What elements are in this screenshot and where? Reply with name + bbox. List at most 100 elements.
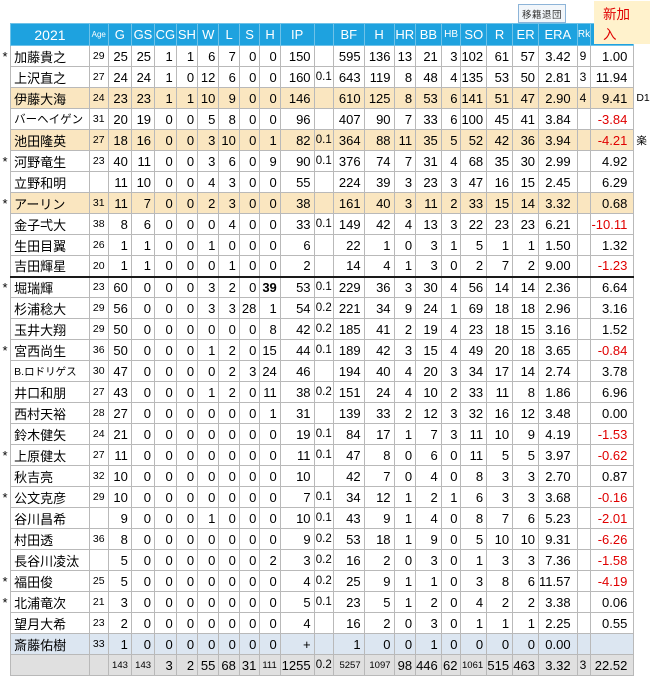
cell-hr[interactable]: 0: [393, 549, 417, 571]
cell-r[interactable]: 10: [486, 528, 514, 550]
cell-gs[interactable]: 0: [130, 528, 156, 550]
cell-pr[interactable]: 1.32: [590, 234, 635, 256]
cell-so[interactable]: 5: [460, 234, 488, 256]
cell-l[interactable]: 0: [218, 486, 240, 508]
cell-l[interactable]: 10: [218, 129, 240, 151]
cell-ip[interactable]: 146: [279, 87, 315, 109]
cell-sh[interactable]: 0: [175, 192, 199, 214]
cell-bb[interactable]: 13: [415, 213, 442, 235]
cell-l[interactable]: 3: [218, 297, 240, 319]
cell-name[interactable]: 上沢直之: [10, 66, 90, 88]
cell-name[interactable]: 望月大希: [10, 612, 90, 634]
cell-bb[interactable]: 7: [415, 423, 442, 445]
cell-pr[interactable]: -4.19: [590, 570, 635, 592]
cell-so[interactable]: 6: [460, 486, 488, 508]
cell-cg[interactable]: 0: [154, 234, 177, 256]
cell-g[interactable]: 56: [107, 297, 132, 319]
cell-hbp[interactable]: 4: [440, 339, 462, 361]
cell-r[interactable]: 515: [486, 654, 514, 676]
cell-ha[interactable]: 12: [363, 486, 395, 508]
cell-bf[interactable]: 151: [332, 381, 365, 403]
cell-er[interactable]: 12: [512, 402, 540, 424]
cell-r[interactable]: 61: [486, 45, 514, 67]
cell-w[interactable]: 1: [197, 339, 220, 361]
cell-h[interactable]: 11: [259, 381, 281, 403]
cell-cg[interactable]: 0: [154, 507, 177, 529]
cell-h[interactable]: 0: [259, 528, 281, 550]
cell-ipf[interactable]: 0.1: [313, 591, 334, 613]
cell-hr[interactable]: 7: [393, 108, 417, 130]
cell-pr[interactable]: -4.21: [590, 129, 635, 151]
cell-age[interactable]: 20: [88, 255, 109, 277]
cell-s[interactable]: 0: [238, 549, 261, 571]
cell-bf[interactable]: 189: [332, 339, 365, 361]
col-header-gs[interactable]: GS: [130, 23, 156, 46]
cell-r[interactable]: 3: [486, 549, 514, 571]
cell-gs[interactable]: 7: [130, 192, 156, 214]
cell-g[interactable]: 1: [107, 633, 132, 655]
col-header-age[interactable]: Age: [88, 23, 109, 46]
cell-w[interactable]: 0: [197, 549, 220, 571]
cell-er[interactable]: 0: [512, 633, 540, 655]
cell-rk[interactable]: [576, 297, 592, 319]
cell-sh[interactable]: 0: [175, 339, 199, 361]
cell-r[interactable]: 8: [486, 570, 514, 592]
cell-bb[interactable]: 3: [415, 234, 442, 256]
cell-ip[interactable]: 96: [279, 108, 315, 130]
cell-hr[interactable]: 1: [393, 423, 417, 445]
cell-s[interactable]: 0: [238, 591, 261, 613]
cell-ip[interactable]: 55: [279, 171, 315, 193]
cell-bf[interactable]: 34: [332, 486, 365, 508]
cell-pr[interactable]: 22.52: [590, 654, 635, 676]
cell-ipf[interactable]: [313, 612, 334, 634]
cell-bb[interactable]: 15: [415, 339, 442, 361]
cell-ha[interactable]: 119: [363, 66, 395, 88]
cell-cg[interactable]: 1: [154, 66, 177, 88]
cell-sh[interactable]: 0: [175, 360, 199, 382]
cell-hr[interactable]: 9: [393, 297, 417, 319]
cell-bf[interactable]: 224: [332, 171, 365, 193]
cell-so[interactable]: 22: [460, 213, 488, 235]
cell-s[interactable]: 0: [238, 423, 261, 445]
col-header-year[interactable]: 2021: [10, 23, 90, 46]
cell-sh[interactable]: 0: [175, 381, 199, 403]
cell-ip[interactable]: 31: [279, 402, 315, 424]
cell-so[interactable]: 11: [460, 444, 488, 466]
cell-ip[interactable]: 160: [279, 66, 315, 88]
cell-rk[interactable]: [576, 318, 592, 340]
cell-bb[interactable]: 20: [415, 360, 442, 382]
cell-sh[interactable]: 0: [175, 297, 199, 319]
cell-rk[interactable]: [576, 486, 592, 508]
cell-hbp[interactable]: 6: [440, 87, 462, 109]
cell-gs[interactable]: 0: [130, 444, 156, 466]
cell-bf[interactable]: 5257: [332, 654, 365, 676]
cell-s[interactable]: 0: [238, 171, 261, 193]
cell-bf[interactable]: 221: [332, 297, 365, 319]
cell-r[interactable]: 1: [486, 612, 514, 634]
cell-name[interactable]: 池田隆英: [10, 129, 90, 151]
cell-ha[interactable]: 88: [363, 129, 395, 151]
cell-sh[interactable]: 0: [175, 486, 199, 508]
cell-s[interactable]: 0: [238, 402, 261, 424]
cell-pr[interactable]: [590, 633, 635, 655]
cell-bb[interactable]: 19: [415, 318, 442, 340]
cell-rk[interactable]: [576, 528, 592, 550]
cell-hbp[interactable]: 0: [440, 633, 462, 655]
cell-age[interactable]: [88, 549, 109, 571]
cell-l[interactable]: 0: [218, 234, 240, 256]
cell-w[interactable]: 1: [197, 234, 220, 256]
cell-ha[interactable]: 0: [363, 633, 395, 655]
cell-bf[interactable]: 53: [332, 528, 365, 550]
cell-so[interactable]: 4: [460, 591, 488, 613]
cell-l[interactable]: 0: [218, 507, 240, 529]
col-header-era[interactable]: ERA: [538, 23, 578, 46]
cell-cg[interactable]: 0: [154, 108, 177, 130]
cell-so[interactable]: 8: [460, 507, 488, 529]
col-header-er[interactable]: ER: [512, 23, 540, 46]
cell-h[interactable]: 0: [259, 486, 281, 508]
cell-hr[interactable]: 1: [393, 486, 417, 508]
cell-g[interactable]: 40: [107, 150, 132, 172]
cell-name[interactable]: 杉浦稔大: [10, 297, 90, 319]
cell-ha[interactable]: 2: [363, 612, 395, 634]
cell-bf[interactable]: 23: [332, 591, 365, 613]
